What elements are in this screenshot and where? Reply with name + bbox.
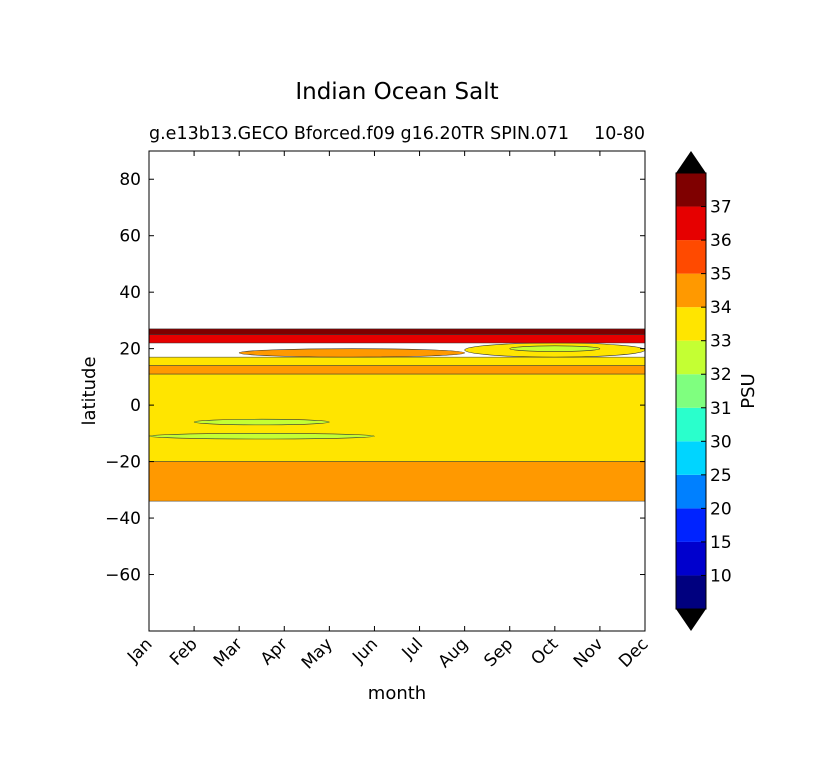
contour-region-6 [238, 348, 465, 358]
y-axis-label: latitude [79, 356, 100, 425]
colorbar-segment [676, 508, 706, 542]
contour-lines [149, 328, 645, 502]
colorbar-tick-label: 35 [710, 265, 732, 285]
y-axis: 80 60 40 20 0 −20 −40 −60 [105, 170, 645, 586]
x-tick-label: Dec [615, 634, 652, 671]
colorbar-tick-label: 32 [710, 365, 732, 385]
contour-region-10 [149, 328, 645, 335]
chart-title: Indian Ocean Salt [295, 79, 498, 105]
colorbar-segment [676, 441, 706, 475]
y-tick-label: −60 [105, 566, 141, 586]
contour-region-3 [193, 418, 330, 426]
colorbar-tick-label: 31 [710, 399, 732, 419]
colorbar-tick-label: 34 [710, 298, 732, 318]
x-tick-label: Apr [257, 634, 292, 669]
colorbar-frame [675, 172, 707, 610]
x-tick-label: Mar [210, 634, 247, 671]
x-tick-label: Feb [166, 634, 201, 669]
y-tick-label: −20 [105, 453, 141, 473]
y-tick-label: 80 [119, 170, 141, 190]
colorbar-tick-label: 20 [710, 499, 732, 519]
x-tick-label: Sep [480, 634, 517, 671]
contour-region-8 [509, 345, 601, 352]
colorbar-tick-label: 25 [710, 466, 732, 486]
contour-region-5 [149, 357, 645, 366]
colorbar-segment [676, 273, 706, 308]
contour-region-4 [149, 365, 645, 375]
colorbar-tick-label: 33 [710, 332, 732, 352]
chart-subtitle-right: 10-80 [594, 124, 645, 144]
colorbar-segment [676, 541, 706, 576]
colorbar-tick-label: 36 [710, 231, 732, 251]
colorbar-tick-label: 10 [710, 566, 732, 586]
contour-region-0 [149, 461, 645, 502]
colorbar-segment [676, 307, 706, 341]
y-tick-label: 60 [119, 227, 141, 247]
contour-region-1 [149, 374, 645, 462]
y-tick-label: 40 [119, 283, 141, 303]
x-axis-label: month [368, 683, 426, 704]
y-tick-label: −40 [105, 509, 141, 529]
colorbar-segment [676, 474, 706, 509]
colorbar-tick-label: 30 [710, 432, 732, 452]
x-tick-label: Aug [435, 634, 473, 672]
contour-region-9 [149, 334, 645, 343]
x-tick-label: Jun [348, 634, 382, 668]
colorbar-extend-min [676, 609, 706, 631]
y-tick-label: 20 [119, 340, 141, 360]
colorbar-segment [676, 206, 706, 241]
colorbar: 10 15 20 25 30 31 32 33 34 35 36 37 [675, 151, 732, 631]
colorbar-segment [676, 575, 706, 609]
x-tick-label: Oct [527, 634, 562, 669]
colorbar-segment [676, 340, 706, 375]
colorbar-label: PSU [738, 373, 759, 408]
colorbar-segment [676, 374, 706, 408]
colorbar-tick-label: 37 [710, 198, 732, 218]
colorbar-extend-max [676, 151, 706, 173]
plot-frame [148, 150, 646, 632]
plot-area [148, 328, 646, 502]
y-tick-label: 0 [130, 396, 141, 416]
x-tick-label: Nov [570, 634, 608, 672]
x-tick-label: May [298, 634, 337, 673]
colorbar-segment [676, 240, 706, 274]
colorbar-segment [676, 407, 706, 442]
x-tick-label: Jul [398, 634, 427, 663]
contour-region-2 [148, 433, 375, 440]
colorbar-tick-label: 15 [710, 533, 732, 553]
x-tick-label: Jan [123, 634, 156, 667]
chart-subtitle: g.e13b13.GECO Bforced.f09 g16.20TR SPIN.… [149, 124, 569, 144]
colorbar-segment [676, 173, 706, 207]
